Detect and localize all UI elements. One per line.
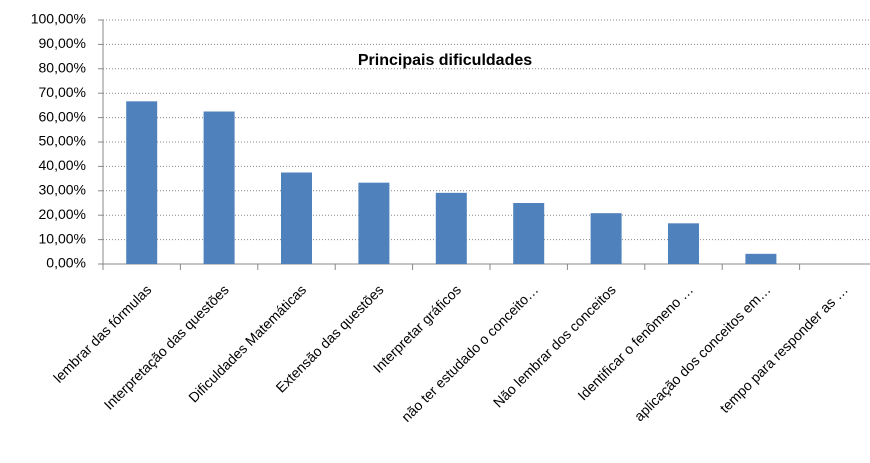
bar [513, 203, 545, 264]
y-tick-label: 50,00% [39, 133, 86, 149]
y-tick-label: 70,00% [39, 84, 86, 100]
y-tick-label: 40,00% [39, 157, 86, 173]
bar [435, 192, 467, 264]
y-tick-label: 90,00% [39, 35, 86, 51]
x-tick-label: tempo para responder as … [716, 281, 851, 416]
y-tick-label: 80,00% [39, 60, 86, 76]
bar [745, 253, 777, 264]
x-tick-label: não ter estudado o conceito… [398, 281, 541, 424]
y-tick-label: 0,00% [46, 255, 86, 271]
y-tick-label: 60,00% [39, 108, 86, 124]
bar [358, 182, 390, 264]
x-tick-label: Não lembrar dos conceitos [490, 281, 619, 410]
y-tick-label: 30,00% [39, 182, 86, 198]
bar [590, 213, 622, 264]
bar [203, 111, 235, 264]
y-tick-label: 100,00% [31, 11, 86, 27]
chart-title: Principais dificuldades [358, 52, 532, 69]
x-tick-label: aplicação dos conceitos em… [631, 281, 774, 424]
bar [281, 172, 312, 264]
bar [668, 223, 699, 264]
x-tick-label: Interpretação das questões [101, 281, 232, 412]
y-tick-label: 10,00% [39, 230, 86, 246]
y-tick-label: 20,00% [39, 206, 86, 222]
bar [126, 101, 158, 265]
